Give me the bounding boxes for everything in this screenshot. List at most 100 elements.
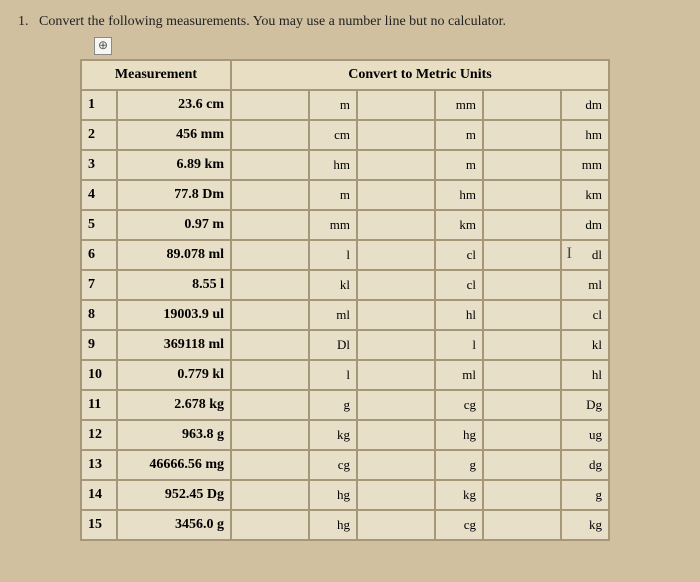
answer-cell[interactable] (231, 210, 309, 240)
answer-cell[interactable] (231, 180, 309, 210)
table-row: 2456 mmcmmhm (81, 120, 609, 150)
measurement-cell: 952.45 Dg (117, 480, 231, 510)
unit-cell: l (309, 240, 357, 270)
table-row: 819003.9 ulmlhlcl (81, 300, 609, 330)
unit-cell: hg (435, 420, 483, 450)
plus-icon[interactable]: ⊕ (94, 37, 112, 55)
answer-cell[interactable] (483, 450, 561, 480)
row-index: 15 (81, 510, 117, 540)
question-text: Convert the following measurements. You … (39, 14, 506, 29)
answer-cell[interactable] (357, 240, 435, 270)
answer-cell[interactable] (483, 150, 561, 180)
answer-cell[interactable] (231, 390, 309, 420)
measurement-cell: 8.55 l (117, 270, 231, 300)
answer-cell[interactable] (231, 420, 309, 450)
answer-cell[interactable] (483, 420, 561, 450)
answer-cell[interactable] (483, 270, 561, 300)
answer-cell[interactable] (231, 270, 309, 300)
conversion-table: Measurement Convert to Metric Units 123.… (80, 59, 610, 541)
unit-cell: l (309, 360, 357, 390)
answer-cell[interactable] (357, 300, 435, 330)
unit-cell: cg (435, 390, 483, 420)
answer-cell[interactable] (231, 120, 309, 150)
answer-cell[interactable] (231, 480, 309, 510)
table-row: 477.8 Dmmhmkm (81, 180, 609, 210)
row-index: 6 (81, 240, 117, 270)
answer-cell[interactable] (483, 90, 561, 120)
unit-cell: Dl (309, 330, 357, 360)
table-row: 12963.8 gkghgug (81, 420, 609, 450)
table-row: 1346666.56 mgcggdg (81, 450, 609, 480)
measurement-cell: 0.97 m (117, 210, 231, 240)
answer-cell[interactable] (357, 420, 435, 450)
answer-cell[interactable] (231, 150, 309, 180)
unit-cell: kl (561, 330, 609, 360)
answer-cell[interactable] (483, 330, 561, 360)
answer-cell[interactable] (357, 150, 435, 180)
table-row: 112.678 kggcgDg (81, 390, 609, 420)
answer-cell[interactable] (231, 450, 309, 480)
unit-cell: mm (309, 210, 357, 240)
answer-cell[interactable]: I (483, 240, 561, 270)
answer-cell[interactable] (231, 90, 309, 120)
answer-cell[interactable] (483, 210, 561, 240)
measurement-cell: 6.89 km (117, 150, 231, 180)
unit-cell: cm (309, 120, 357, 150)
unit-cell: hm (435, 180, 483, 210)
answer-cell[interactable] (231, 300, 309, 330)
answer-cell[interactable] (357, 390, 435, 420)
measurement-cell: 23.6 cm (117, 90, 231, 120)
unit-cell: hg (309, 480, 357, 510)
answer-cell[interactable] (357, 480, 435, 510)
table-row: 14952.45 Dghgkgg (81, 480, 609, 510)
answer-cell[interactable] (231, 240, 309, 270)
unit-cell: g (309, 390, 357, 420)
answer-cell[interactable] (483, 390, 561, 420)
unit-cell: cg (435, 510, 483, 540)
row-index: 5 (81, 210, 117, 240)
answer-cell[interactable] (357, 450, 435, 480)
answer-cell[interactable] (483, 480, 561, 510)
unit-cell: ml (435, 360, 483, 390)
measurement-cell: 0.779 kl (117, 360, 231, 390)
table-row: 36.89 kmhmmmm (81, 150, 609, 180)
answer-cell[interactable] (231, 510, 309, 540)
answer-cell[interactable] (357, 330, 435, 360)
unit-cell: hg (309, 510, 357, 540)
text-cursor-icon: I (567, 245, 572, 263)
answer-cell[interactable] (483, 360, 561, 390)
table-row: 9369118 mlDllkl (81, 330, 609, 360)
measurement-cell: 963.8 g (117, 420, 231, 450)
answer-cell[interactable] (483, 120, 561, 150)
unit-cell: ml (309, 300, 357, 330)
answer-cell[interactable] (231, 360, 309, 390)
row-index: 2 (81, 120, 117, 150)
answer-cell[interactable] (357, 270, 435, 300)
unit-cell: hl (561, 360, 609, 390)
answer-cell[interactable] (357, 360, 435, 390)
unit-cell: ug (561, 420, 609, 450)
unit-cell: m (435, 120, 483, 150)
header-measurement: Measurement (81, 60, 231, 90)
unit-cell: mm (561, 150, 609, 180)
unit-cell: dm (561, 210, 609, 240)
answer-cell[interactable] (357, 210, 435, 240)
answer-cell[interactable] (483, 180, 561, 210)
unit-cell: mm (435, 90, 483, 120)
unit-cell: g (561, 480, 609, 510)
answer-cell[interactable] (483, 510, 561, 540)
answer-cell[interactable] (483, 300, 561, 330)
answer-cell[interactable] (357, 180, 435, 210)
measurement-cell: 77.8 Dm (117, 180, 231, 210)
row-index: 11 (81, 390, 117, 420)
answer-cell[interactable] (357, 510, 435, 540)
table-row: 153456.0 ghgcgkg (81, 510, 609, 540)
table-row: 100.779 kl l ml hl (81, 360, 609, 390)
answer-cell[interactable] (357, 120, 435, 150)
answer-cell[interactable] (231, 330, 309, 360)
unit-cell: cl (561, 300, 609, 330)
measurement-cell: 89.078 ml (117, 240, 231, 270)
unit-cell: m (309, 90, 357, 120)
answer-cell[interactable] (357, 90, 435, 120)
row-index: 10 (81, 360, 117, 390)
